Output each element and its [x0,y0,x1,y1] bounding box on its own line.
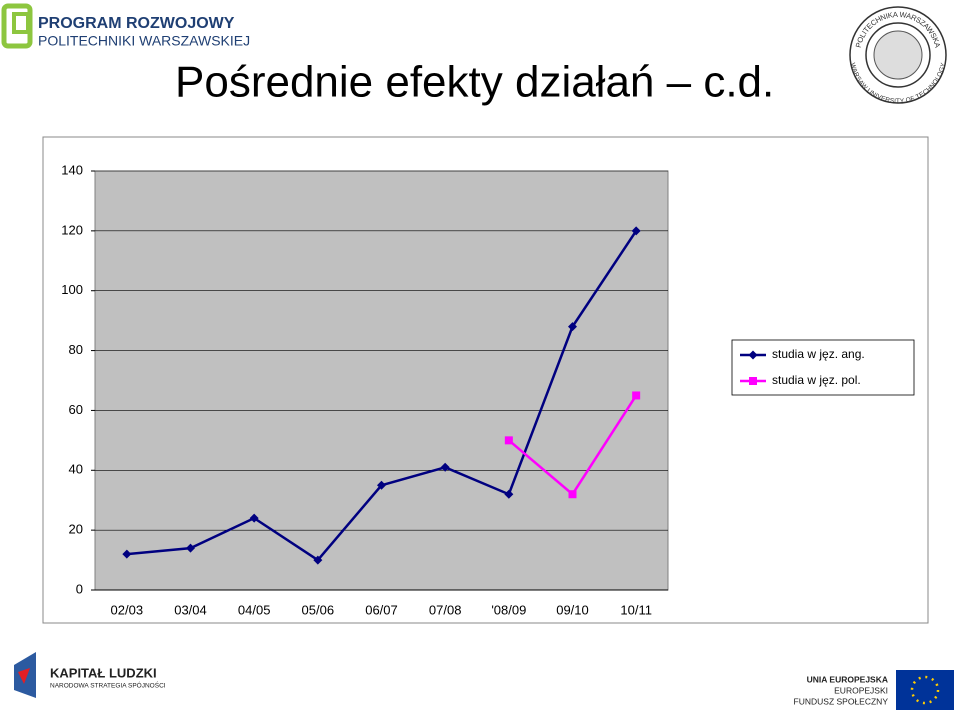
y-tick-label: 140 [61,162,83,177]
marker [122,549,132,559]
marker [504,489,514,499]
eu-logo: UNIA EUROPEJSKA EUROPEJSKI FUNDUSZ SPOŁE… [794,670,954,710]
legend-box [731,339,915,396]
x-tick-label: 05/06 [302,602,335,617]
logo-text: PROGRAM ROZWOJOWY [38,15,235,32]
y-tick-label: 20 [69,522,83,537]
y-tick-label: 80 [69,342,83,357]
x-tick-label: 06/07 [365,602,398,617]
logo-text: UNIA EUROPEJSKA [807,674,888,684]
legend-marker [749,377,757,385]
legend-label: studia w jęz. ang. [772,347,865,361]
marker [186,543,195,553]
logo-text: NARODOWA STRATEGIA SPÓJNOŚCI [50,681,166,690]
kapital-ludzki-logo: KAPITAŁ LUDZKI NARODOWA STRATEGIA SPÓJNO… [14,652,166,698]
marker [568,490,577,499]
marker [632,391,641,400]
marker [313,555,323,565]
marker [377,480,386,490]
y-tick-label: 40 [69,462,83,477]
logo-icon [12,12,30,34]
legend-marker [748,350,758,360]
y-tick-label: 100 [61,282,83,297]
eu-stars [910,675,940,705]
marker [568,322,577,332]
university-seal: POLITECHNIKA WARSZAWSKA WARSAW UNIVERSIT… [849,6,947,105]
x-tick-label: 09/10 [556,602,589,617]
x-tick-label: '08/09 [491,602,526,617]
logo-text: KAPITAŁ LUDZKI [50,665,157,680]
plot-area [94,170,669,591]
x-tick-label: 07/08 [429,602,462,617]
x-tick-label: 04/05 [238,602,271,617]
x-tick-label: 02/03 [111,602,144,617]
slide-title: Pośrednie efekty działań – c.d. [175,58,774,107]
marker [631,226,641,236]
logo-text: FUNDUSZ SPOŁECZNY [794,696,889,706]
x-tick-label: 03/04 [174,602,207,617]
program-logo: PROGRAM ROZWOJOWY POLITECHNIKI WARSZAWSK… [1,3,250,49]
seal-ring [849,6,947,104]
seal-center [873,30,923,80]
logo-text: EUROPEJSKI [834,685,888,695]
logo-icon [18,668,30,684]
seal-ring [865,22,931,88]
y-tick-label: 0 [76,581,83,596]
eu-flag [896,670,954,710]
y-tick-label: 120 [61,222,83,237]
marker [440,462,450,472]
x-tick-label: 10/11 [620,602,652,617]
chart: 0 20 40 60 80 100 120 140 02/03 03/04 04/05 05/06 06… [61,162,915,617]
y-tick-label: 60 [69,402,83,417]
legend-label: studia w jęz. pol. [772,373,861,387]
marker [249,513,259,523]
logo-text: POLITECHNIKI WARSZAWSKIEJ [38,33,250,49]
marker [504,436,513,445]
